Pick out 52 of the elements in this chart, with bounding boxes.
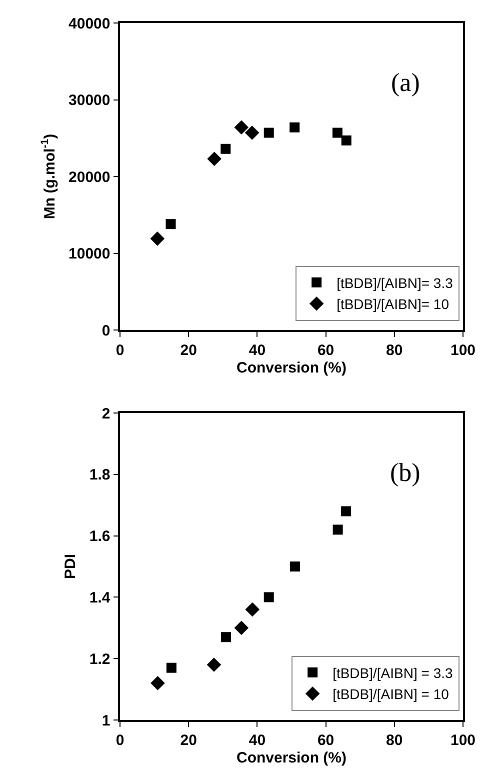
annotation: (a) bbox=[391, 68, 420, 97]
point bbox=[166, 219, 176, 230]
x-tick-label: 20 bbox=[180, 732, 197, 749]
legend-label: [tBDB]/[AIBN]= 3.3 bbox=[336, 274, 454, 291]
point bbox=[220, 144, 231, 154]
y-tick-label: 0 bbox=[102, 322, 110, 340]
x-tick-label: 100 bbox=[450, 342, 476, 359]
y-tick-label: 1.2 bbox=[89, 650, 110, 668]
point bbox=[332, 128, 342, 138]
point bbox=[220, 632, 231, 642]
y-tick-label: 30000 bbox=[68, 92, 110, 109]
x-tick-label: 20 bbox=[180, 342, 197, 359]
y-tick-label: 1.8 bbox=[89, 466, 110, 484]
y-tick-label: 1.4 bbox=[89, 589, 111, 606]
point bbox=[264, 128, 274, 138]
y-tick-label: 1 bbox=[102, 712, 110, 730]
x-tick-label: 0 bbox=[116, 342, 124, 359]
y-tick-label: 10000 bbox=[68, 246, 110, 262]
x-tick-label: 60 bbox=[317, 732, 334, 749]
x-tick-label: 80 bbox=[386, 732, 403, 749]
point bbox=[264, 592, 274, 602]
x-tick-label: 60 bbox=[317, 342, 334, 359]
point bbox=[150, 232, 165, 246]
point bbox=[234, 620, 249, 636]
point bbox=[332, 524, 343, 535]
x-tick-label: 80 bbox=[386, 342, 403, 359]
x-axis-title: Conversion (%) bbox=[236, 749, 347, 766]
y-tick-label: 2 bbox=[102, 405, 110, 422]
y-axis-title: PDI bbox=[62, 554, 80, 580]
x-tick-label: 40 bbox=[248, 732, 266, 749]
x-tick-label: 0 bbox=[116, 732, 124, 749]
point bbox=[341, 506, 352, 516]
x-tick-label: 100 bbox=[450, 732, 476, 749]
point bbox=[207, 152, 222, 166]
x-axis-title: Conversion (%) bbox=[236, 359, 347, 376]
legend-label: [tBDB]/[AIBN] = 3.3 bbox=[332, 664, 453, 681]
legend-label: [tBDB]/[AIBN]= 10 bbox=[336, 296, 450, 312]
y-tick-label: 20000 bbox=[68, 168, 110, 186]
point bbox=[244, 126, 260, 140]
point bbox=[290, 122, 300, 132]
point bbox=[290, 562, 300, 572]
y-tick-label: 1.6 bbox=[89, 528, 110, 546]
point bbox=[245, 602, 260, 617]
y-tick-label: 40000 bbox=[68, 15, 110, 32]
point bbox=[234, 120, 249, 135]
annotation: (b) bbox=[390, 458, 420, 487]
point bbox=[341, 135, 352, 146]
point bbox=[206, 658, 222, 672]
legend-label: [tBDB]/[AIBN] = 10 bbox=[332, 686, 450, 702]
x-tick-label: 40 bbox=[248, 342, 266, 359]
point bbox=[150, 676, 165, 690]
point bbox=[166, 662, 176, 673]
